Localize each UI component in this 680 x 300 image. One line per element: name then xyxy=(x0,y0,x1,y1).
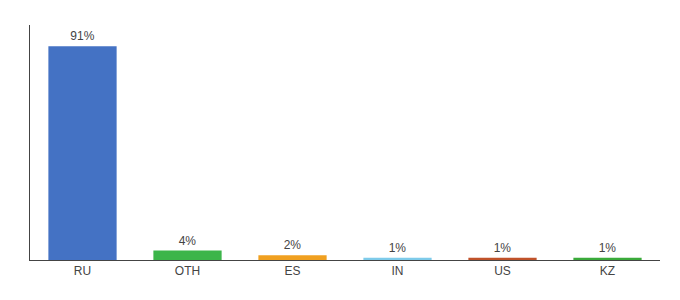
svg-text:1%: 1% xyxy=(494,241,512,255)
svg-text:4%: 4% xyxy=(179,234,197,248)
svg-text:RU: RU xyxy=(74,264,91,278)
svg-text:US: US xyxy=(494,264,511,278)
svg-text:KZ: KZ xyxy=(600,264,615,278)
svg-text:2%: 2% xyxy=(284,238,302,252)
svg-text:1%: 1% xyxy=(389,241,407,255)
svg-text:ES: ES xyxy=(284,264,300,278)
svg-text:OTH: OTH xyxy=(175,264,200,278)
svg-text:1%: 1% xyxy=(599,241,617,255)
svg-text:IN: IN xyxy=(392,264,404,278)
svg-text:91%: 91% xyxy=(70,29,94,43)
